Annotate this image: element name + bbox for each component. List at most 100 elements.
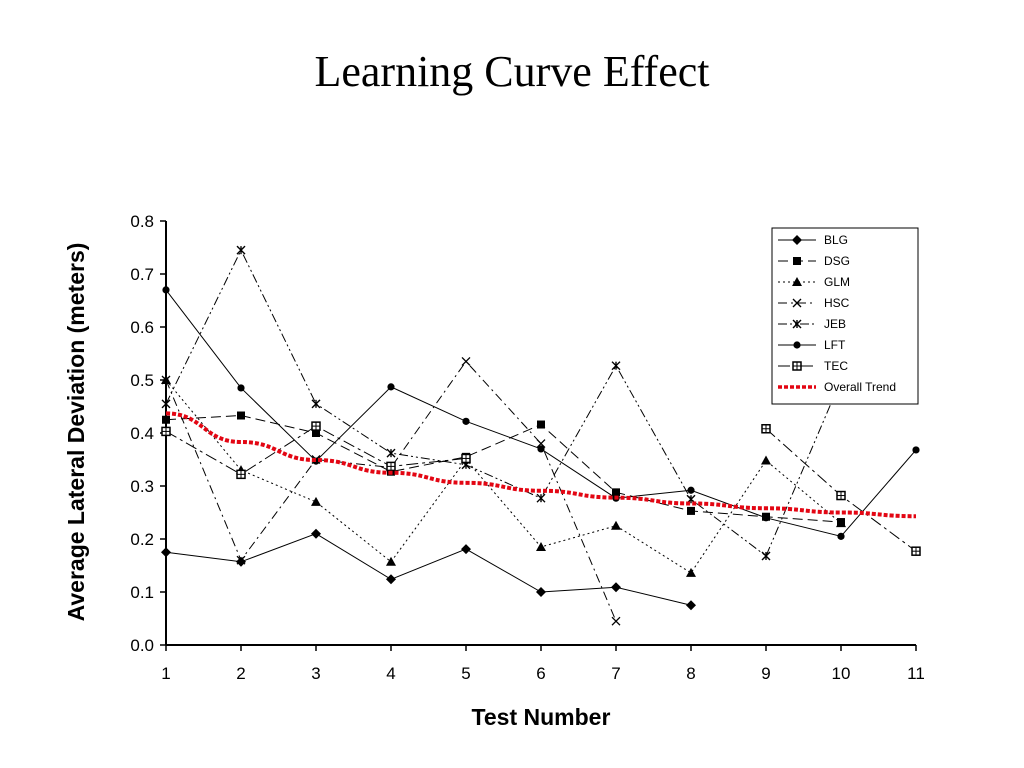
data-point-dsg [612, 488, 620, 497]
series-overall-trend [165, 411, 917, 519]
legend-item-blg: BLG [778, 233, 848, 247]
legend-label: DSG [824, 254, 850, 268]
data-point-blg [386, 574, 396, 585]
x-tick-label: 10 [832, 664, 851, 683]
y-tick-label: 0.6 [130, 318, 154, 337]
data-point-blg [611, 582, 621, 593]
x-tick-label: 7 [611, 664, 620, 683]
series-blg [161, 528, 696, 611]
data-point-dsg [537, 420, 545, 429]
series-layer [161, 245, 921, 626]
series-line-glm [165, 379, 842, 574]
legend-label: JEB [824, 317, 846, 331]
legend-item-overall-trend: Overall Trend [778, 380, 896, 394]
y-tick-label: 0.7 [130, 265, 154, 284]
data-point-glm [536, 541, 546, 551]
data-point-blg [461, 544, 471, 555]
data-point-tec [911, 546, 921, 556]
series-line-tec [165, 425, 467, 475]
data-point-tec [836, 490, 846, 501]
data-point-tec [761, 424, 771, 434]
legend-label: TEC [824, 359, 848, 373]
data-point-lft [387, 383, 395, 391]
data-point-dsg [162, 415, 170, 424]
series-tec [161, 421, 921, 556]
legend-label: Overall Trend [824, 380, 896, 394]
legend-item-hsc: HSC [778, 296, 850, 310]
x-tick-label: 11 [907, 664, 925, 683]
x-tick-label: 5 [461, 664, 470, 683]
legend-label: GLM [824, 275, 850, 289]
y-tick-label: 0.3 [130, 477, 154, 496]
series-line-overall-trend [165, 411, 917, 519]
data-point-blg [686, 600, 696, 611]
legend-swatch-marker [793, 257, 801, 265]
x-tick-label: 4 [386, 664, 395, 683]
series-line-jeb [165, 249, 842, 557]
data-point-lft [537, 445, 545, 453]
x-tick-label: 6 [536, 664, 545, 683]
axes: 0.0 0.1 0.2 0.3 0.4 0.5 0.6 0.7 0.8 1 2 3 4 5 6 7 8 9 10 11 [130, 212, 924, 683]
data-point-glm [611, 520, 621, 530]
data-point-hsc [536, 439, 546, 449]
legend-item-jeb: JEB [778, 317, 846, 331]
data-point-hsc [611, 616, 621, 626]
data-point-lft [237, 384, 245, 392]
legend-item-glm: GLM [778, 275, 850, 289]
x-tick-label: 8 [686, 664, 695, 683]
data-point-glm [386, 556, 396, 566]
data-point-blg [161, 547, 171, 558]
legend: BLG DSG GLM HSC JEB LFT TEC Overall Trend [771, 227, 919, 405]
data-point-lft [837, 532, 845, 540]
y-tick-label: 0.0 [130, 636, 154, 655]
data-point-jeb [761, 551, 771, 561]
x-axis-title: Test Number [472, 704, 611, 730]
legend-swatch-marker [793, 341, 801, 349]
y-tick-label: 0.4 [130, 424, 154, 443]
y-axis-title: Average Lateral Deviation (meters) [63, 243, 89, 622]
series-glm [161, 375, 846, 577]
data-point-glm [311, 496, 321, 506]
legend-label: HSC [824, 296, 850, 310]
data-point-jeb [386, 448, 396, 458]
y-tick-label: 0.2 [130, 530, 154, 549]
data-point-dsg [312, 429, 320, 437]
data-point-hsc [236, 555, 246, 565]
data-point-tec [461, 453, 471, 464]
marker-stroke [461, 356, 471, 366]
marker-stroke [611, 616, 621, 626]
series-jeb [161, 245, 846, 561]
y-tick-label: 0.1 [130, 583, 154, 602]
marker-stroke [536, 439, 546, 449]
series-hsc [161, 356, 621, 626]
data-point-lft [687, 486, 695, 494]
data-point-lft [462, 417, 470, 425]
x-tick-label: 1 [161, 664, 170, 683]
data-point-tec [311, 421, 321, 431]
series-line-dsg [165, 415, 842, 523]
y-tick-label: 0.8 [130, 212, 154, 231]
legend-swatch-marker [792, 319, 802, 329]
legend-item-lft: LFT [778, 338, 846, 352]
data-point-jeb [611, 361, 621, 371]
legend-label: LFT [824, 338, 846, 352]
legend-item-dsg: DSG [778, 254, 850, 268]
x-tick-label: 2 [236, 664, 245, 683]
slide-title: Learning Curve Effect [314, 47, 710, 96]
marker-stroke [236, 555, 246, 565]
data-point-tec [386, 461, 396, 472]
data-point-lft [162, 286, 170, 294]
data-point-jeb [311, 399, 321, 409]
legend-swatch-marker [792, 235, 802, 245]
data-point-jeb [536, 493, 546, 503]
y-tick-label: 0.5 [130, 371, 154, 390]
legend-swatch-marker [792, 277, 802, 286]
data-point-lft [912, 446, 920, 454]
legend-swatch-marker [792, 361, 802, 371]
data-point-blg [536, 587, 546, 597]
x-tick-label: 9 [761, 664, 770, 683]
data-point-glm [686, 567, 696, 577]
data-point-lft [762, 514, 770, 522]
data-point-dsg [237, 411, 245, 420]
